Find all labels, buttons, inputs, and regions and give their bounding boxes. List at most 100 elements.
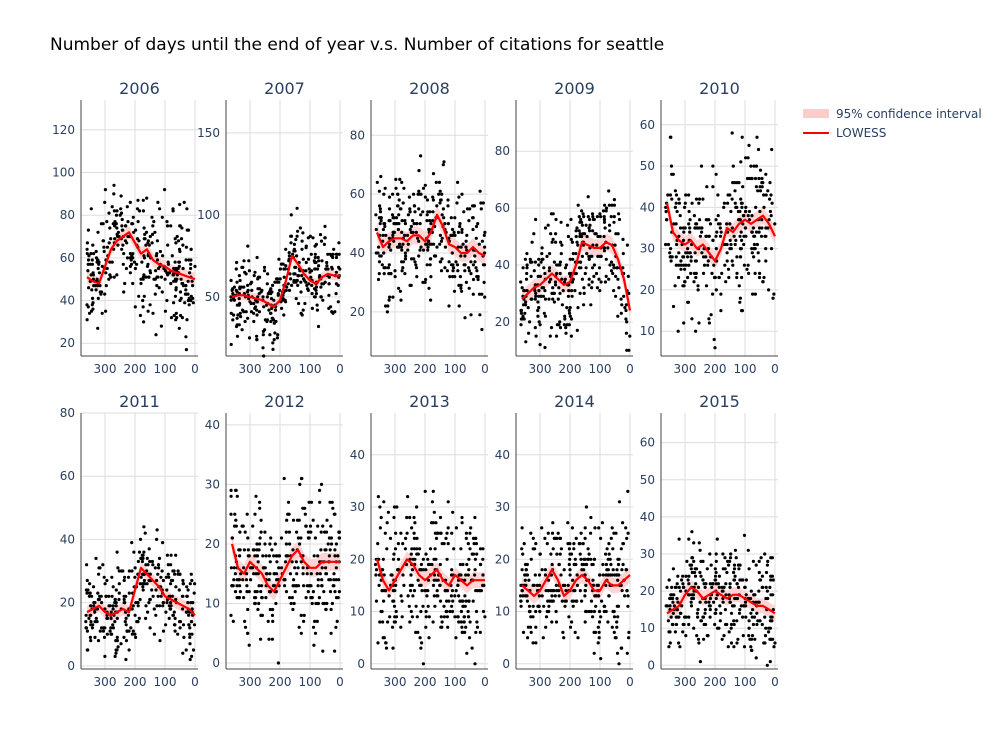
- y-tick-label: 10: [495, 605, 510, 619]
- data-point: [585, 234, 589, 239]
- data-point: [601, 573, 605, 577]
- data-point: [148, 234, 152, 239]
- data-point: [110, 575, 114, 579]
- data-point: [242, 285, 246, 289]
- data-point: [178, 202, 182, 207]
- data-point: [696, 226, 700, 230]
- y-tick-label: 20: [350, 552, 365, 566]
- data-point: [329, 607, 333, 612]
- data-point: [378, 505, 382, 509]
- data-point: [104, 309, 108, 313]
- legend[interactable]: 95% confidence interval LOWESS: [803, 107, 982, 140]
- y-tick-label: 0: [502, 657, 510, 671]
- data-point: [547, 297, 551, 301]
- data-point: [754, 185, 759, 189]
- data-point: [475, 269, 479, 273]
- data-point: [550, 594, 554, 598]
- data-point: [599, 615, 603, 619]
- data-point: [549, 552, 553, 556]
- data-point: [467, 568, 471, 572]
- data-point: [462, 210, 466, 214]
- data-point: [620, 568, 624, 572]
- data-point: [165, 601, 169, 605]
- data-point: [276, 293, 280, 297]
- data-point: [279, 566, 284, 570]
- data-point: [598, 212, 602, 216]
- data-point: [713, 275, 717, 280]
- x-tick-label: 0: [626, 675, 634, 689]
- data-point: [714, 247, 718, 251]
- data-point: [257, 287, 262, 291]
- data-point: [538, 323, 542, 327]
- data-point: [705, 234, 709, 238]
- data-point: [131, 222, 135, 226]
- data-point: [299, 560, 303, 564]
- data-point: [669, 593, 673, 597]
- data-point: [587, 277, 591, 281]
- data-point: [299, 290, 303, 294]
- data-point: [298, 482, 302, 486]
- data-point: [472, 542, 476, 546]
- data-point: [475, 625, 480, 629]
- data-point: [468, 620, 472, 624]
- data-point: [412, 515, 416, 520]
- data-point: [471, 227, 475, 232]
- data-point: [519, 311, 524, 315]
- data-point: [568, 573, 572, 577]
- data-point: [572, 542, 576, 546]
- y-tick-label: 150: [197, 126, 220, 140]
- data-point: [451, 510, 455, 514]
- data-point: [754, 230, 759, 234]
- data-point: [546, 599, 550, 603]
- data-point: [122, 290, 126, 294]
- data-point: [551, 599, 555, 603]
- data-point: [628, 334, 632, 338]
- data-point: [269, 536, 273, 540]
- data-point: [384, 304, 388, 308]
- data-point: [708, 615, 712, 619]
- data-point: [412, 222, 416, 226]
- data-point: [284, 542, 288, 546]
- data-point: [126, 575, 131, 579]
- x-tick-label: 200: [269, 675, 292, 689]
- data-point: [592, 217, 596, 222]
- data-point: [238, 278, 242, 283]
- data-point: [443, 245, 447, 249]
- data-point: [428, 562, 432, 567]
- data-point: [737, 218, 741, 222]
- data-point: [244, 310, 248, 314]
- data-point: [130, 632, 134, 636]
- data-point: [532, 269, 536, 273]
- data-point: [260, 584, 264, 588]
- data-point: [616, 314, 620, 318]
- data-point: [606, 573, 610, 577]
- y-tick-label: 120: [52, 123, 75, 137]
- data-point: [190, 279, 194, 283]
- data-point: [104, 594, 108, 598]
- data-point: [619, 646, 623, 650]
- data-point: [166, 243, 170, 247]
- data-point: [607, 542, 611, 546]
- data-point: [585, 252, 589, 256]
- data-point: [714, 288, 718, 292]
- data-point: [230, 584, 234, 588]
- data-point: [123, 620, 127, 624]
- data-point: [593, 526, 597, 530]
- data-point: [326, 267, 330, 271]
- data-point: [159, 324, 163, 328]
- data-point: [734, 238, 738, 242]
- data-point: [762, 641, 766, 645]
- data-point: [483, 615, 487, 619]
- data-point: [304, 280, 308, 284]
- data-point: [278, 288, 282, 292]
- data-point: [456, 583, 460, 588]
- data-point: [332, 572, 336, 576]
- data-point: [416, 236, 420, 240]
- data-point: [543, 568, 548, 572]
- data-point: [131, 215, 135, 219]
- data-point: [405, 233, 410, 237]
- data-point: [89, 620, 93, 624]
- data-point: [91, 271, 95, 275]
- data-point: [403, 222, 407, 226]
